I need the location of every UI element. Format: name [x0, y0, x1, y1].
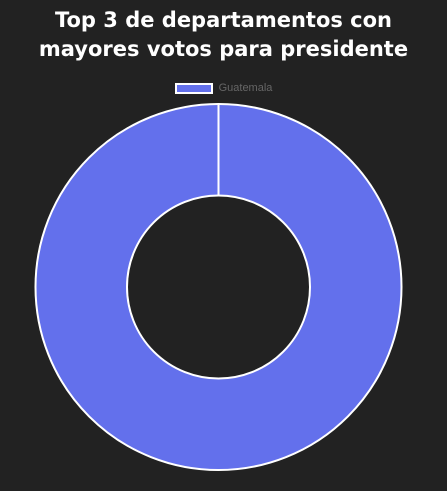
chart-title: Top 3 de departamentos con mayores votos… — [0, 6, 447, 64]
chart-title-line-1: Top 3 de departamentos con — [54, 8, 393, 32]
donut-slice-guatemala[interactable] — [34, 102, 403, 472]
legend-label: Guatemala — [218, 82, 273, 94]
chart-legend: Guatemala — [0, 79, 447, 97]
chart-title-line-2: mayores votos para presidente — [38, 37, 409, 61]
legend-item-guatemala[interactable]: Guatemala — [174, 82, 273, 94]
legend-swatch — [174, 82, 213, 94]
